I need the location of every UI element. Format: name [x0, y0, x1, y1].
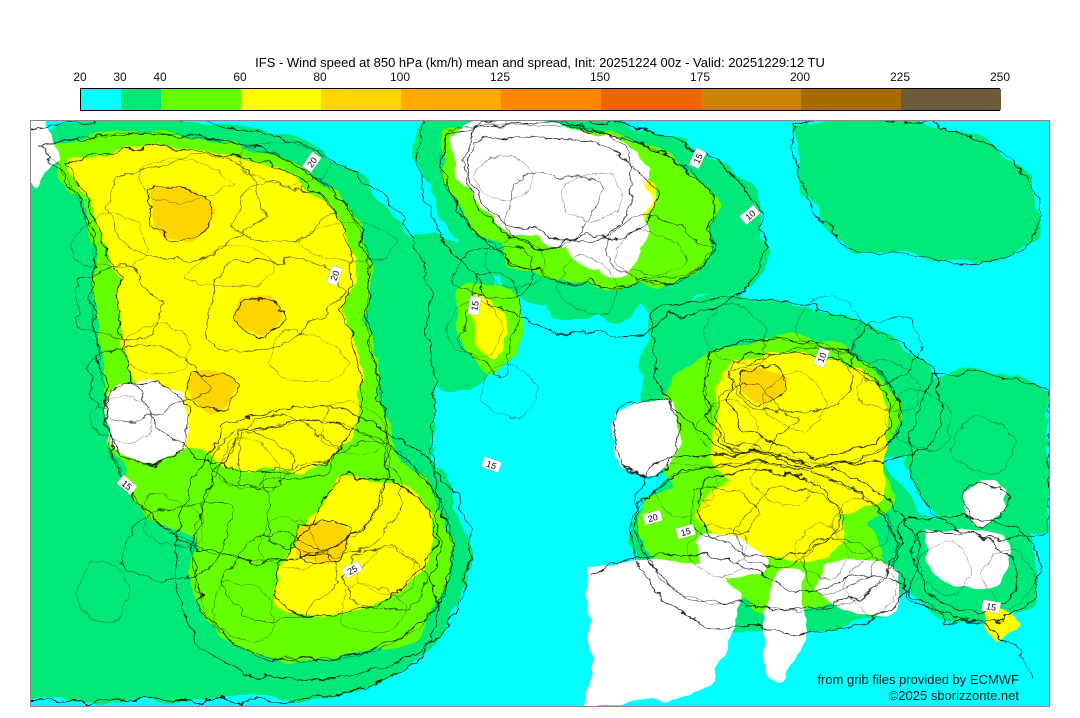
svg-text:15: 15	[469, 300, 481, 312]
svg-text:©2025 sborizzonte.net: ©2025 sborizzonte.net	[889, 688, 1020, 703]
svg-text:from grib files provided by EC: from grib files provided by ECMWF	[817, 672, 1019, 687]
svg-text:15: 15	[985, 601, 997, 613]
